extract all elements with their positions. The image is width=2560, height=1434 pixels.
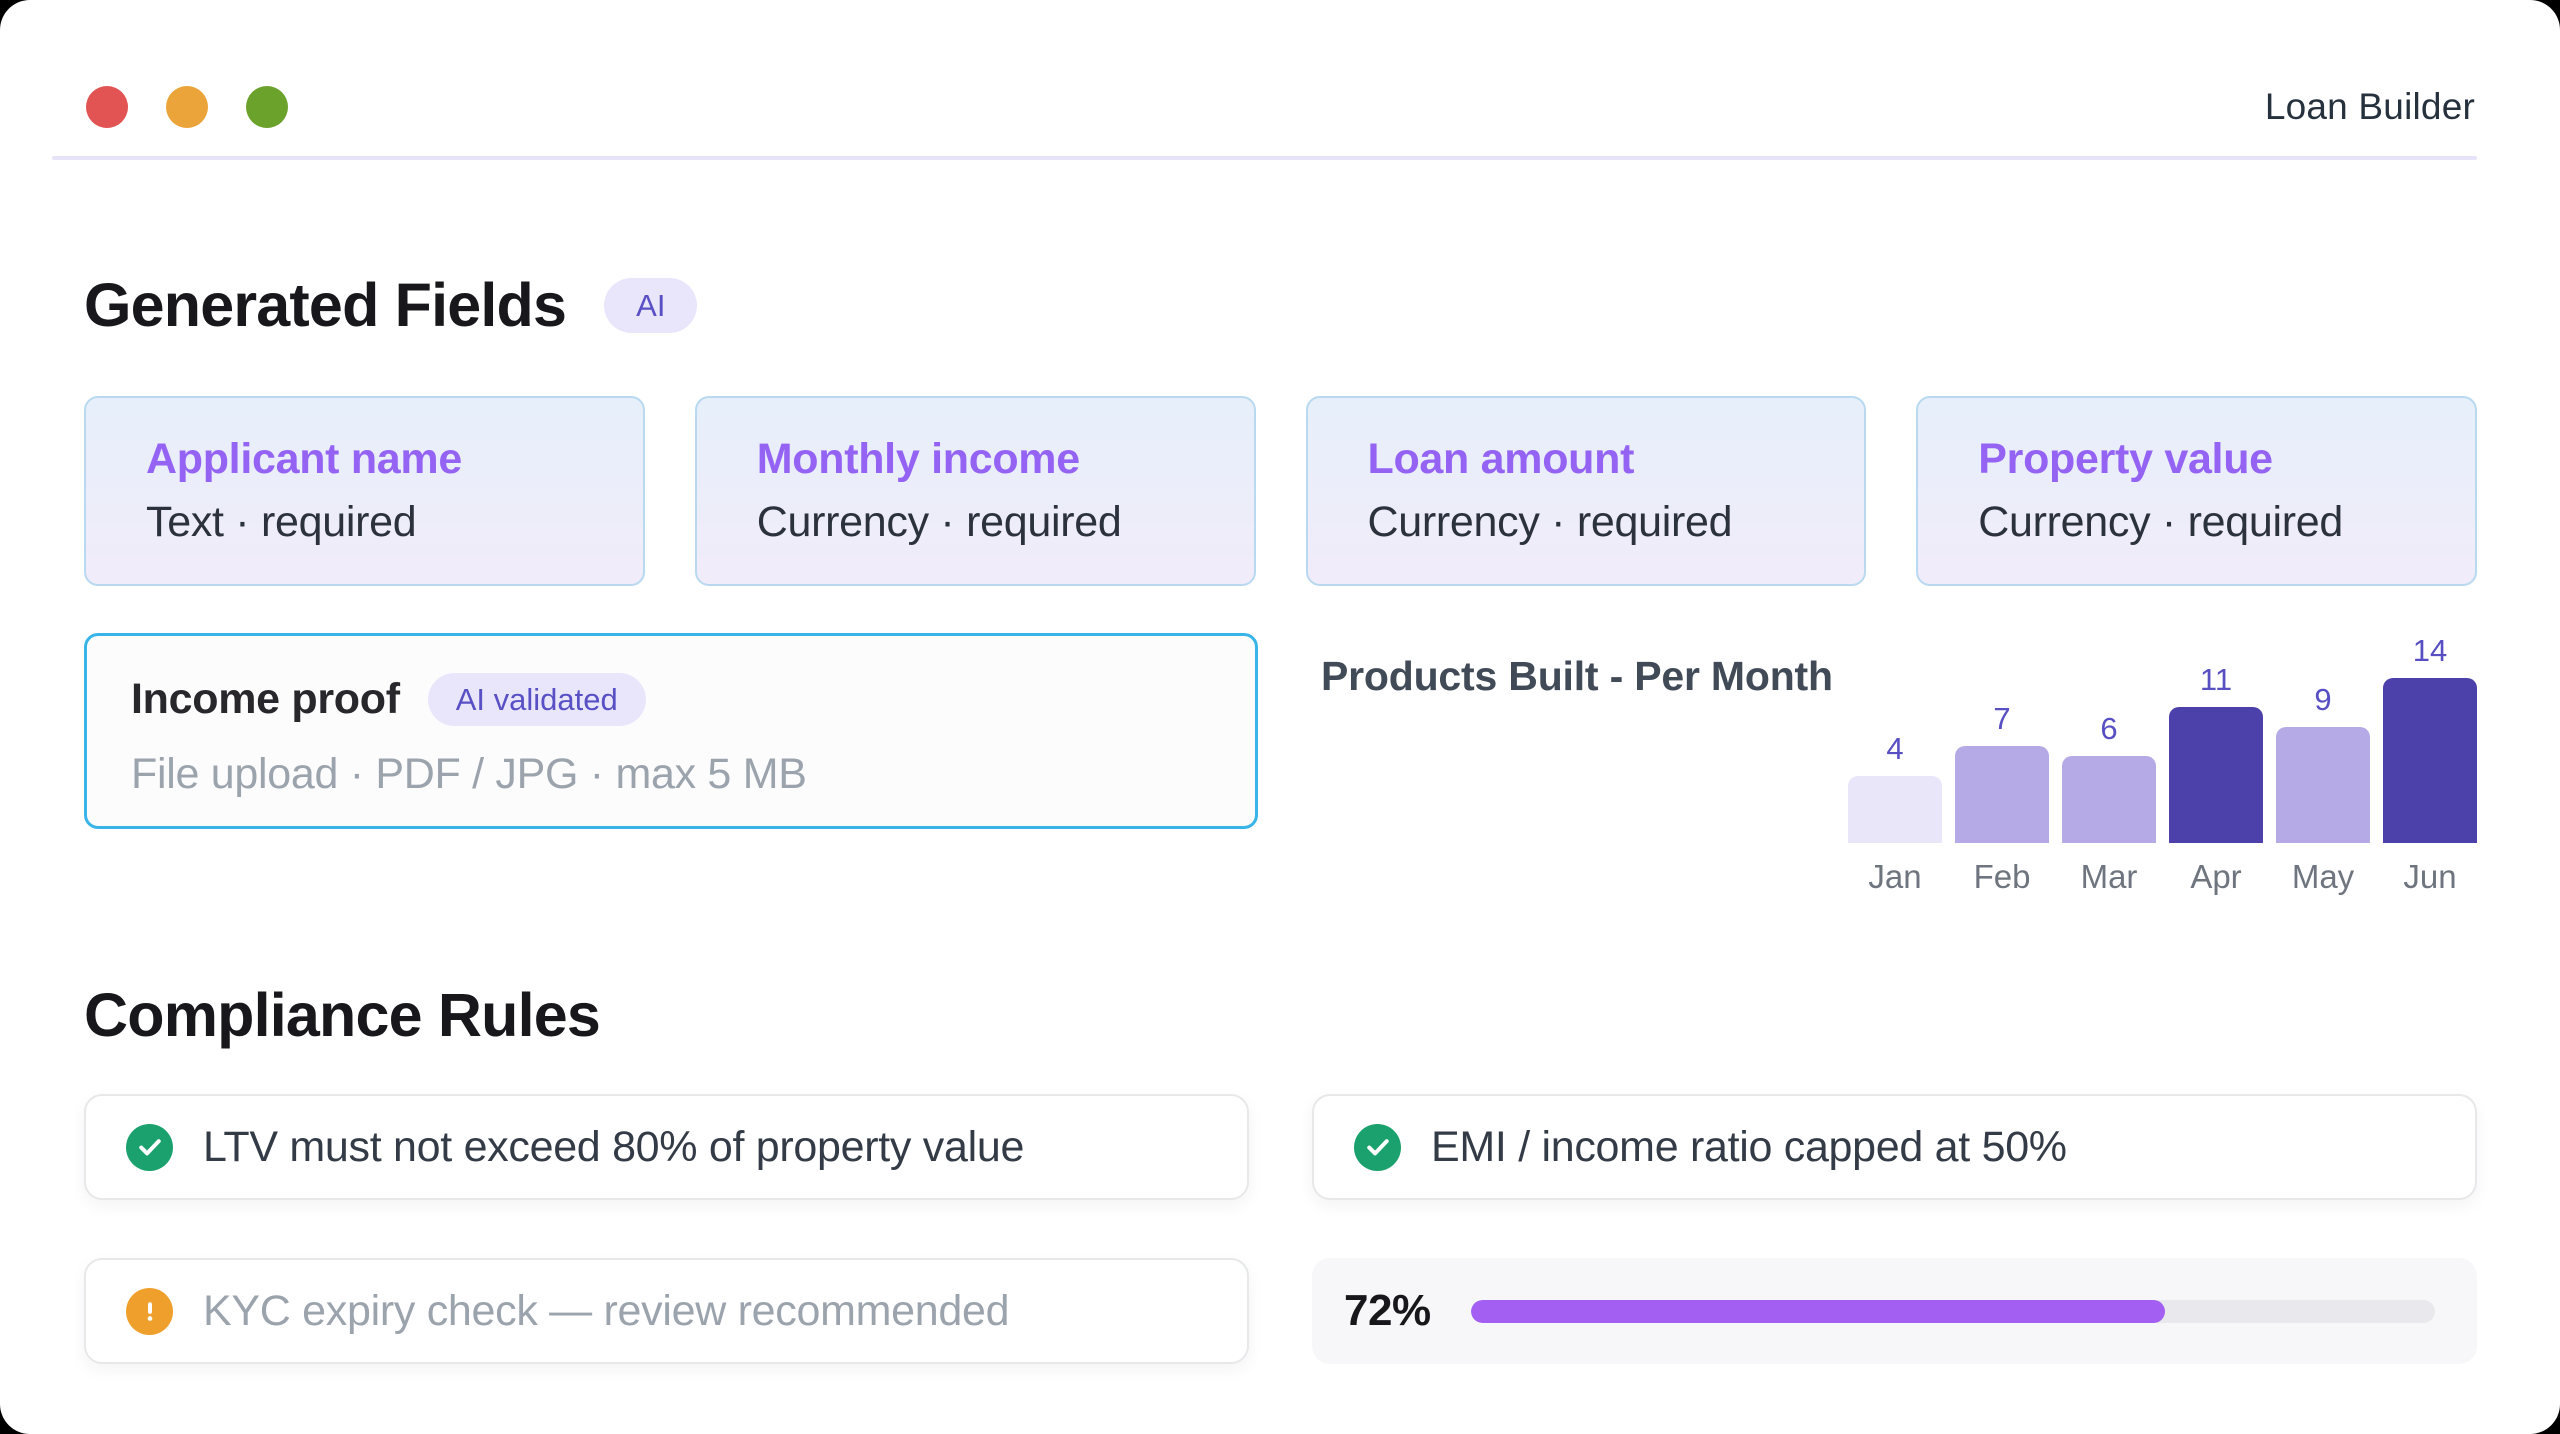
bar-category-label: Mar: [2080, 858, 2138, 895]
compliance-heading: Compliance Rules: [84, 981, 601, 1049]
field-card-income-proof[interactable]: Income proof AI validated File upload · …: [84, 633, 1258, 829]
bar: [1848, 776, 1942, 843]
bar-value-label: 14: [2412, 633, 2448, 668]
field-meta: Currency · required: [1978, 498, 2343, 546]
progress-bar-fill: [1470, 1299, 2165, 1323]
field-name: Applicant name: [146, 435, 462, 483]
bar-chart: 4 Jan 7 Feb 6 Mar 11 Apr 9 May 14 Jun: [1848, 633, 2477, 896]
window-title: Loan Builder: [2264, 86, 2475, 127]
header-divider: [52, 156, 2477, 160]
warning-circle-icon: [126, 1287, 173, 1335]
bar-value-label: 4: [1886, 731, 1904, 766]
field-meta: Currency · required: [1367, 498, 1733, 546]
field-card-grid: Applicant name Text · required Monthly i…: [84, 396, 2477, 586]
check-circle-icon: [126, 1123, 173, 1171]
field-name: Property value: [1978, 435, 2273, 483]
bar-column: 11 Apr: [2169, 662, 2263, 896]
compliance-header: Compliance Rules: [84, 980, 2477, 1050]
upload-and-chart-row: Income proof AI validated File upload · …: [84, 633, 2477, 896]
bar-column: 14 Jun: [2383, 633, 2477, 896]
bar: [1955, 746, 2049, 843]
products-chart-block: Products Built - Per Month 4 Jan 7 Feb 6 Mar 1…: [1321, 633, 2477, 896]
bar-category-label: Jun: [2403, 858, 2457, 895]
field-card-applicant-name[interactable]: Applicant name Text · required: [84, 396, 645, 586]
income-proof-title-row: Income proof AI validated: [131, 673, 1255, 726]
bar: [2276, 727, 2370, 843]
bar-value-label: 7: [1993, 701, 2011, 736]
income-proof-name: Income proof: [131, 675, 400, 723]
bar-value-label: 6: [2100, 711, 2118, 746]
close-window-button[interactable]: [86, 86, 128, 128]
field-card-monthly-income[interactable]: Monthly income Currency · required: [694, 396, 1256, 586]
income-proof-meta: File upload · PDF / JPG · max 5 MB: [131, 750, 807, 798]
ai-badge: AI: [604, 277, 698, 333]
rule-card-ltv[interactable]: LTV must not exceed 80% of property valu…: [84, 1094, 1249, 1200]
chart-title: Products Built - Per Month: [1321, 653, 1833, 699]
field-name: Loan amount: [1367, 435, 1635, 483]
rule-card-emi[interactable]: EMI / income ratio capped at 50%: [1312, 1094, 2477, 1200]
rule-text: EMI / income ratio capped at 50%: [1431, 1122, 2067, 1171]
progress-percent-label: 72%: [1344, 1286, 1431, 1335]
bar: [2169, 707, 2263, 843]
bar-column: 4 Jan: [1848, 731, 1942, 896]
field-meta: Currency · required: [756, 498, 1122, 546]
progress-card: 72%: [1312, 1258, 2477, 1364]
bar-category-label: May: [2291, 858, 2355, 895]
rule-text: KYC expiry check — review recommended: [203, 1286, 1010, 1335]
field-name: Monthly income: [756, 435, 1080, 483]
bar-column: 7 Feb: [1955, 701, 2049, 896]
bar: [2383, 678, 2477, 843]
rule-text: LTV must not exceed 80% of property valu…: [203, 1122, 1025, 1171]
ai-validated-badge: AI validated: [427, 673, 646, 726]
generated-fields-heading: Generated Fields: [84, 271, 567, 339]
bar-category-label: Jan: [1868, 858, 1922, 895]
bar-value-label: 11: [2199, 662, 2233, 697]
traffic-lights: [86, 86, 288, 128]
check-circle-icon: [1354, 1123, 1401, 1171]
field-meta: Text · required: [146, 498, 417, 546]
field-card-loan-amount[interactable]: Loan amount Currency · required: [1305, 396, 1867, 586]
field-card-property-value[interactable]: Property value Currency · required: [1916, 396, 2477, 586]
bar-value-label: 9: [2314, 682, 2332, 717]
zoom-window-button[interactable]: [246, 86, 288, 128]
bar-column: 6 Mar: [2062, 711, 2156, 896]
bar: [2062, 756, 2156, 843]
bar-column: 9 May: [2276, 682, 2370, 896]
bar-category-label: Feb: [1973, 858, 2031, 895]
minimize-window-button[interactable]: [166, 86, 208, 128]
main-content: Generated Fields AI Applicant name Text …: [0, 270, 2560, 1364]
window-header: Loan Builder: [0, 0, 2560, 130]
progress-bar-track: [1470, 1299, 2435, 1323]
generated-fields-header: Generated Fields AI: [84, 270, 2477, 340]
bar-category-label: Apr: [2190, 858, 2242, 895]
rules-grid: LTV must not exceed 80% of property valu…: [84, 1094, 2477, 1364]
rule-card-kyc[interactable]: KYC expiry check — review recommended: [84, 1258, 1249, 1364]
